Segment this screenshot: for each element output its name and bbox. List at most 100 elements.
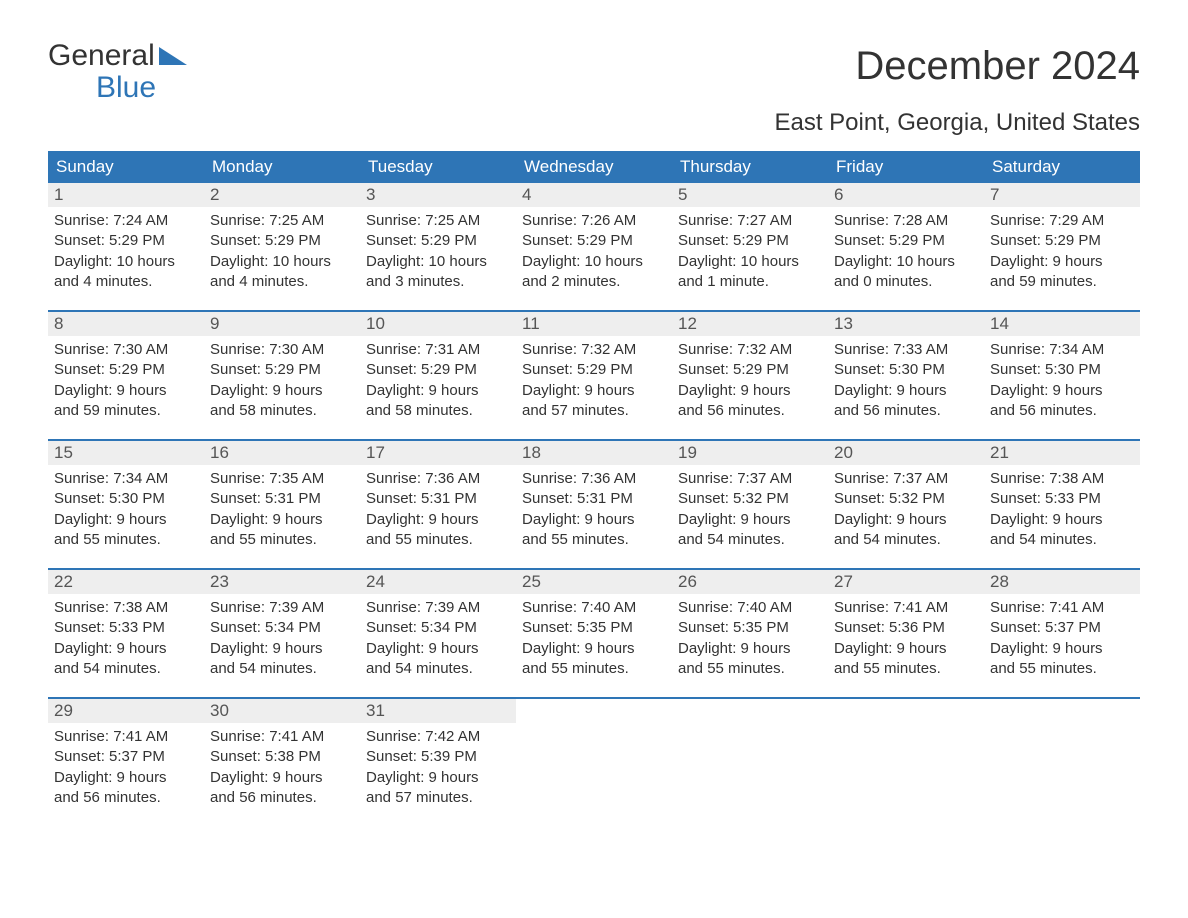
day-body: Sunrise: 7:39 AMSunset: 5:34 PMDaylight:… — [360, 594, 516, 687]
day-number: 19 — [672, 441, 828, 465]
day-number: 23 — [204, 570, 360, 594]
daylight-line1: Daylight: 9 hours — [834, 639, 978, 659]
weekday-header: Sunday — [48, 151, 204, 183]
sunset-text: Sunset: 5:29 PM — [990, 231, 1134, 251]
sunset-text: Sunset: 5:36 PM — [834, 618, 978, 638]
calendar-day-cell: 5Sunrise: 7:27 AMSunset: 5:29 PMDaylight… — [672, 183, 828, 311]
daylight-line2: and 0 minutes. — [834, 272, 978, 292]
sunrise-text: Sunrise: 7:36 AM — [366, 469, 510, 489]
day-number: 7 — [984, 183, 1140, 207]
day-body: Sunrise: 7:27 AMSunset: 5:29 PMDaylight:… — [672, 207, 828, 300]
day-number: 22 — [48, 570, 204, 594]
daylight-line2: and 55 minutes. — [522, 530, 666, 550]
day-number: 2 — [204, 183, 360, 207]
calendar-day-cell: 28Sunrise: 7:41 AMSunset: 5:37 PMDayligh… — [984, 570, 1140, 698]
day-body: Sunrise: 7:24 AMSunset: 5:29 PMDaylight:… — [48, 207, 204, 300]
day-number: 12 — [672, 312, 828, 336]
daylight-line2: and 55 minutes. — [210, 530, 354, 550]
sunrise-text: Sunrise: 7:25 AM — [366, 211, 510, 231]
day-body: Sunrise: 7:36 AMSunset: 5:31 PMDaylight:… — [516, 465, 672, 558]
daylight-line2: and 1 minute. — [678, 272, 822, 292]
calendar-day-cell: 15Sunrise: 7:34 AMSunset: 5:30 PMDayligh… — [48, 441, 204, 569]
daylight-line1: Daylight: 9 hours — [366, 381, 510, 401]
day-number: 18 — [516, 441, 672, 465]
calendar-week-row: 8Sunrise: 7:30 AMSunset: 5:29 PMDaylight… — [48, 312, 1140, 440]
day-body: Sunrise: 7:29 AMSunset: 5:29 PMDaylight:… — [984, 207, 1140, 300]
day-number: 31 — [360, 699, 516, 723]
daylight-line2: and 55 minutes. — [366, 530, 510, 550]
daylight-line2: and 54 minutes. — [834, 530, 978, 550]
sunrise-text: Sunrise: 7:40 AM — [678, 598, 822, 618]
location-subtitle: East Point, Georgia, United States — [48, 109, 1140, 137]
sunset-text: Sunset: 5:37 PM — [54, 747, 198, 767]
sunrise-text: Sunrise: 7:24 AM — [54, 211, 198, 231]
day-number: 17 — [360, 441, 516, 465]
weekday-header: Wednesday — [516, 151, 672, 183]
calendar-day-cell: 1Sunrise: 7:24 AMSunset: 5:29 PMDaylight… — [48, 183, 204, 311]
sunset-text: Sunset: 5:39 PM — [366, 747, 510, 767]
sunrise-text: Sunrise: 7:28 AM — [834, 211, 978, 231]
calendar-day-cell: 11Sunrise: 7:32 AMSunset: 5:29 PMDayligh… — [516, 312, 672, 440]
daylight-line1: Daylight: 9 hours — [210, 768, 354, 788]
day-number: 13 — [828, 312, 984, 336]
day-body: Sunrise: 7:31 AMSunset: 5:29 PMDaylight:… — [360, 336, 516, 429]
daylight-line2: and 54 minutes. — [54, 659, 198, 679]
daylight-line2: and 55 minutes. — [678, 659, 822, 679]
calendar-day-cell: 9Sunrise: 7:30 AMSunset: 5:29 PMDaylight… — [204, 312, 360, 440]
day-number: 15 — [48, 441, 204, 465]
daylight-line2: and 4 minutes. — [210, 272, 354, 292]
daylight-line1: Daylight: 9 hours — [990, 381, 1134, 401]
daylight-line1: Daylight: 9 hours — [210, 510, 354, 530]
day-number: 24 — [360, 570, 516, 594]
calendar-week-row: 22Sunrise: 7:38 AMSunset: 5:33 PMDayligh… — [48, 570, 1140, 698]
day-body: Sunrise: 7:42 AMSunset: 5:39 PMDaylight:… — [360, 723, 516, 816]
sunrise-text: Sunrise: 7:33 AM — [834, 340, 978, 360]
header: General Blue December 2024 — [48, 40, 1140, 103]
sunrise-text: Sunrise: 7:30 AM — [54, 340, 198, 360]
sunrise-text: Sunrise: 7:31 AM — [366, 340, 510, 360]
calendar-day-cell: 6Sunrise: 7:28 AMSunset: 5:29 PMDaylight… — [828, 183, 984, 311]
sunrise-text: Sunrise: 7:41 AM — [210, 727, 354, 747]
daylight-line2: and 54 minutes. — [990, 530, 1134, 550]
day-body: Sunrise: 7:40 AMSunset: 5:35 PMDaylight:… — [672, 594, 828, 687]
day-number: 29 — [48, 699, 204, 723]
sunrise-text: Sunrise: 7:35 AM — [210, 469, 354, 489]
calendar-day-cell: 4Sunrise: 7:26 AMSunset: 5:29 PMDaylight… — [516, 183, 672, 311]
day-body: Sunrise: 7:25 AMSunset: 5:29 PMDaylight:… — [204, 207, 360, 300]
daylight-line2: and 57 minutes. — [522, 401, 666, 421]
daylight-line2: and 55 minutes. — [522, 659, 666, 679]
sunrise-text: Sunrise: 7:26 AM — [522, 211, 666, 231]
daylight-line1: Daylight: 9 hours — [990, 510, 1134, 530]
daylight-line2: and 58 minutes. — [210, 401, 354, 421]
daylight-line1: Daylight: 9 hours — [54, 381, 198, 401]
day-number: 9 — [204, 312, 360, 336]
sunset-text: Sunset: 5:30 PM — [990, 360, 1134, 380]
sunset-text: Sunset: 5:29 PM — [834, 231, 978, 251]
daylight-line1: Daylight: 9 hours — [366, 510, 510, 530]
calendar-day-cell: 8Sunrise: 7:30 AMSunset: 5:29 PMDaylight… — [48, 312, 204, 440]
calendar-day-cell: 2Sunrise: 7:25 AMSunset: 5:29 PMDaylight… — [204, 183, 360, 311]
day-number: 20 — [828, 441, 984, 465]
sunrise-text: Sunrise: 7:40 AM — [522, 598, 666, 618]
calendar-table: SundayMondayTuesdayWednesdayThursdayFrid… — [48, 151, 1140, 827]
day-body: Sunrise: 7:25 AMSunset: 5:29 PMDaylight:… — [360, 207, 516, 300]
sunrise-text: Sunrise: 7:30 AM — [210, 340, 354, 360]
calendar-day-cell: 16Sunrise: 7:35 AMSunset: 5:31 PMDayligh… — [204, 441, 360, 569]
sunset-text: Sunset: 5:34 PM — [366, 618, 510, 638]
sunset-text: Sunset: 5:30 PM — [834, 360, 978, 380]
calendar-day-cell: 23Sunrise: 7:39 AMSunset: 5:34 PMDayligh… — [204, 570, 360, 698]
daylight-line1: Daylight: 9 hours — [522, 639, 666, 659]
calendar-week-row: 15Sunrise: 7:34 AMSunset: 5:30 PMDayligh… — [48, 441, 1140, 569]
day-body: Sunrise: 7:38 AMSunset: 5:33 PMDaylight:… — [984, 465, 1140, 558]
sunset-text: Sunset: 5:29 PM — [54, 360, 198, 380]
page-title: December 2024 — [855, 44, 1140, 89]
daylight-line1: Daylight: 10 hours — [678, 252, 822, 272]
sunset-text: Sunset: 5:32 PM — [678, 489, 822, 509]
sunset-text: Sunset: 5:29 PM — [678, 360, 822, 380]
weekday-header: Friday — [828, 151, 984, 183]
logo-flag-icon — [159, 47, 187, 65]
day-body: Sunrise: 7:36 AMSunset: 5:31 PMDaylight:… — [360, 465, 516, 558]
daylight-line1: Daylight: 10 hours — [54, 252, 198, 272]
calendar-day-cell: 22Sunrise: 7:38 AMSunset: 5:33 PMDayligh… — [48, 570, 204, 698]
day-number: 25 — [516, 570, 672, 594]
